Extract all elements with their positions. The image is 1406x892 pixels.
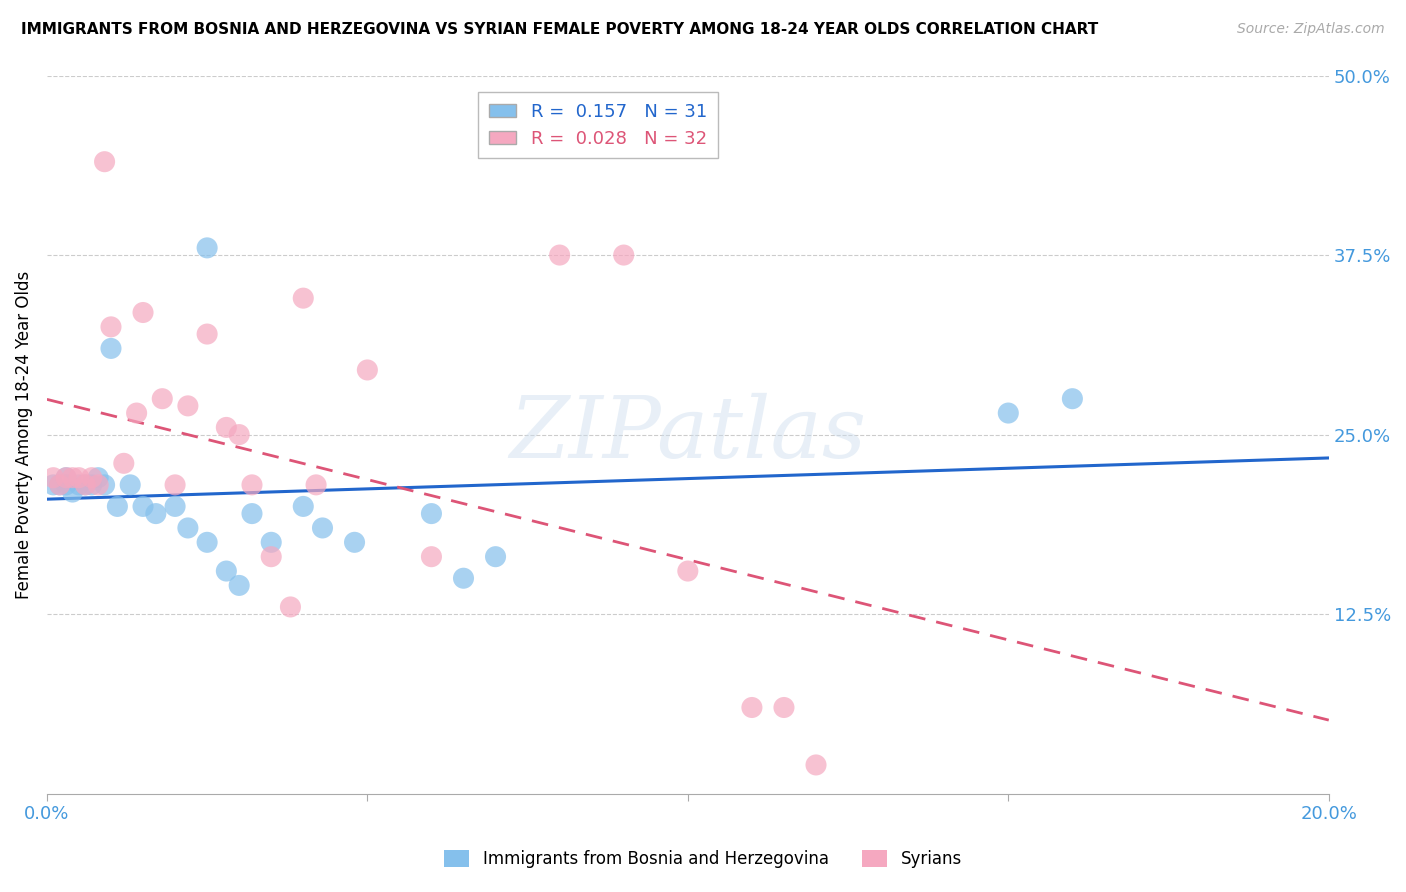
Point [215,564,238,578]
Point [80,471,103,485]
Point [311,521,333,535]
Point [75,478,97,492]
Legend: R =  0.157   N = 31, R =  0.028   N = 32: R = 0.157 N = 31, R = 0.028 N = 32 [478,92,718,159]
Point [55,478,77,492]
Point [67,478,90,492]
Point [260,549,283,564]
Point [228,578,250,592]
Point [42,478,65,492]
Point [165,478,187,492]
Point [676,564,699,578]
Text: ZIPatlas: ZIPatlas [509,393,866,476]
Point [997,406,1019,420]
Point [195,327,218,342]
Point [228,427,250,442]
Point [280,599,302,614]
Point [62,485,84,500]
Point [773,700,796,714]
Point [150,392,173,406]
Point [75,478,97,492]
Point [87,478,110,492]
Text: IMMIGRANTS FROM BOSNIA AND HERZEGOVINA VS SYRIAN FEMALE POVERTY AMONG 18-24 YEAR: IMMIGRANTS FROM BOSNIA AND HERZEGOVINA V… [21,22,1098,37]
Point [548,248,571,262]
Point [42,471,65,485]
Point [804,758,827,772]
Point [67,471,90,485]
Point [177,521,200,535]
Point [93,154,115,169]
Point [55,471,77,485]
Point [741,700,763,714]
Point [292,291,315,305]
Point [240,507,263,521]
Point [125,406,148,420]
Point [55,471,77,485]
Point [292,500,315,514]
Y-axis label: Female Poverty Among 18-24 Year Olds: Female Poverty Among 18-24 Year Olds [15,270,32,599]
Point [1062,392,1084,406]
Point [356,363,378,377]
Point [48,478,70,492]
Point [215,420,238,434]
Point [132,500,155,514]
Point [484,549,506,564]
Point [100,319,122,334]
Point [105,500,128,514]
Point [613,248,636,262]
Text: Source: ZipAtlas.com: Source: ZipAtlas.com [1237,22,1385,37]
Legend: Immigrants from Bosnia and Herzegovina, Syrians: Immigrants from Bosnia and Herzegovina, … [437,843,969,875]
Point [260,535,283,549]
Point [195,535,218,549]
Point [177,399,200,413]
Point [305,478,328,492]
Point [420,507,443,521]
Point [453,571,475,585]
Point [195,241,218,255]
Point [240,478,263,492]
Point [48,478,70,492]
Point [145,507,167,521]
Point [62,471,84,485]
Point [132,305,155,319]
Point [100,342,122,356]
Point [420,549,443,564]
Point [93,478,115,492]
Point [343,535,366,549]
Point [165,500,187,514]
Point [112,456,135,470]
Point [87,471,110,485]
Point [120,478,142,492]
Point [80,478,103,492]
